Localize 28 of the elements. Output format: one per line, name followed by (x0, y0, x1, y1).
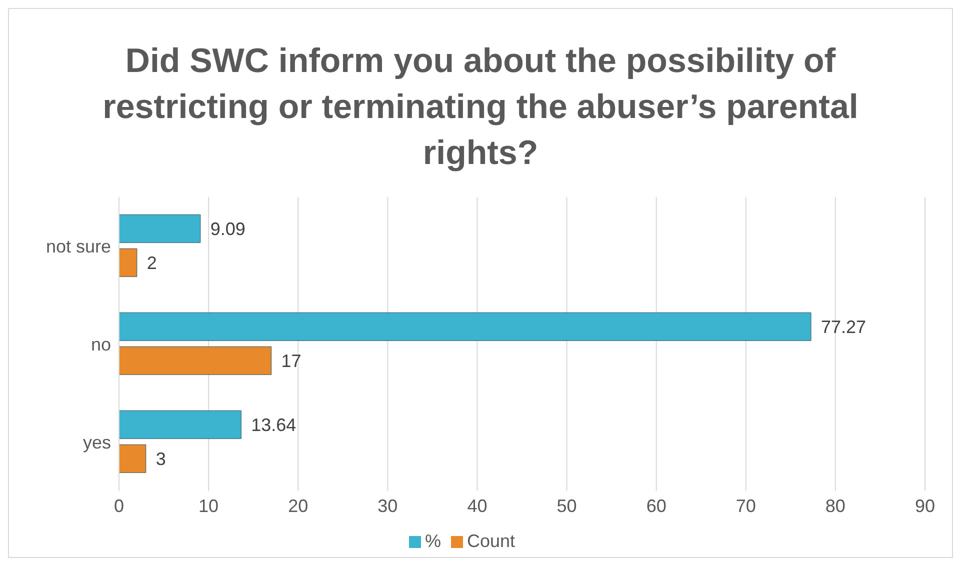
x-tick-label: 60 (646, 495, 666, 516)
bar (119, 444, 146, 473)
bar (119, 214, 201, 243)
data-label: 9.09 (210, 218, 246, 239)
y-tick-label: yes (82, 432, 111, 452)
x-tick-label: 20 (288, 495, 308, 516)
data-label: 77.27 (820, 316, 866, 337)
bar (119, 312, 812, 341)
data-label: 17 (281, 350, 302, 371)
x-tick-label: 70 (736, 495, 756, 516)
x-tick-label: 90 (914, 495, 936, 516)
data-label: 3 (156, 448, 166, 469)
bar (119, 410, 242, 439)
x-tick-label: 10 (198, 495, 219, 516)
x-tick-label: 50 (556, 495, 577, 516)
y-tick-label: no (90, 334, 111, 354)
x-tick-label: 80 (825, 495, 846, 516)
data-label: 13.64 (251, 414, 296, 435)
bar (119, 346, 272, 375)
chart-title: Did SWC inform you about the possibility of restricting or terminating the abuser’s parental rights? (102, 41, 860, 174)
y-tick-label: not sure (46, 236, 111, 256)
x-tick-label: 40 (467, 495, 488, 516)
legend-label: % (424, 530, 441, 551)
x-tick-label: 0 (114, 495, 124, 516)
bar (119, 248, 138, 277)
legend-label: Count (466, 530, 516, 551)
x-tick-label: 30 (378, 495, 398, 516)
data-label: 2 (146, 252, 157, 273)
